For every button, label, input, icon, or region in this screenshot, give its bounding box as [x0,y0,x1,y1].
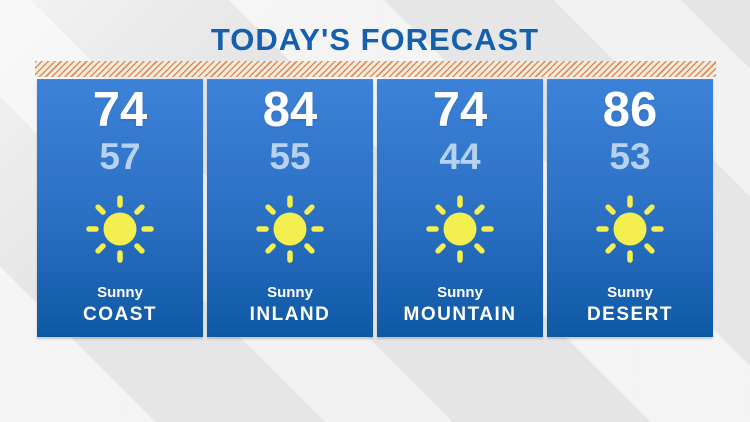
high-temperature: 86 [602,83,658,137]
sun-icon [594,193,666,265]
condition-label: Sunny [607,284,653,301]
region-label: MOUNTAIN [403,304,517,325]
low-temperature: 53 [609,136,651,177]
forecast-panel-inland: 84 55 Sunny I [207,79,373,337]
high-temperature: 84 [262,83,318,137]
sun-icon [424,193,496,265]
low-temperature: 44 [439,136,481,177]
high-temperature: 74 [432,83,488,137]
sun-icon [84,193,156,265]
condition-label: Sunny [267,284,313,301]
low-temperature: 57 [99,136,141,177]
region-label: DESERT [586,304,674,325]
region-label: COAST [83,304,157,325]
region-label: INLAND [249,304,331,325]
sun-icon [254,193,326,265]
forecast-panel-mountain: 74 44 Sunny M [377,79,543,337]
forecast-panel-coast: 74 57 Sunny C [37,79,203,337]
page-title: TODAY'S FORECAST [210,22,540,57]
condition-label: Sunny [437,284,483,301]
forecast-panel-desert: 86 53 Sunny D [547,79,713,337]
forecast-panel-row: 74 57 Sunny C [37,79,713,337]
condition-label: Sunny [97,284,143,301]
low-temperature: 55 [269,136,311,177]
high-temperature: 74 [92,83,148,137]
hatched-ribbon-divider [35,61,716,77]
